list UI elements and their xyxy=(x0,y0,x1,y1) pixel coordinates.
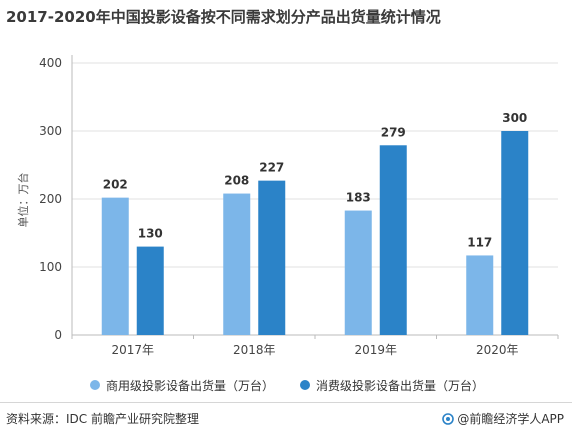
source-note: 资料来源：IDC 前瞻产业研究院整理 xyxy=(6,412,199,426)
legend-item-commercial: 商用级投影设备出货量（万台） xyxy=(90,377,274,393)
data-label: 117 xyxy=(467,235,492,249)
x-tick-label: 2019年 xyxy=(354,343,397,357)
legend-item-consumer: 消费级投影设备出货量（万台） xyxy=(300,377,484,393)
brand-logo-icon xyxy=(442,412,455,425)
y-tick-label: 0 xyxy=(54,328,62,342)
y-tick-label: 200 xyxy=(39,192,62,206)
bar-commercial xyxy=(101,197,129,335)
y-axis-title: 单位：万台 xyxy=(16,173,30,228)
bar-consumer xyxy=(136,246,164,335)
data-label: 279 xyxy=(381,125,406,139)
data-label: 183 xyxy=(346,191,371,205)
y-tick-label: 400 xyxy=(39,56,62,70)
bar-commercial xyxy=(223,193,251,335)
chart-title: 2017-2020年中国投影设备按不同需求划分产品出货量统计情况 xyxy=(6,8,441,26)
data-label: 130 xyxy=(138,227,163,241)
bar-commercial xyxy=(466,255,494,335)
data-label: 227 xyxy=(259,161,284,175)
bar-consumer xyxy=(501,131,529,335)
x-tick-label: 2020年 xyxy=(476,343,519,357)
legend-swatch-commercial xyxy=(90,380,100,390)
legend-label-consumer: 消费级投影设备出货量（万台） xyxy=(316,378,485,393)
bar-consumer xyxy=(258,180,286,335)
data-label: 202 xyxy=(103,178,128,192)
legend-label-commercial: 商用级投影设备出货量（万台） xyxy=(106,378,275,393)
x-tick-label: 2018年 xyxy=(233,343,276,357)
data-label: 300 xyxy=(502,111,527,125)
brand-label: @前瞻经济学人APP xyxy=(457,412,564,426)
legend-swatch-consumer xyxy=(300,380,310,390)
label-layer: 202 130 208 227 183 279 117 300 xyxy=(103,111,528,249)
bar-layer xyxy=(101,131,529,335)
y-tick-label: 100 xyxy=(39,260,62,274)
data-label: 208 xyxy=(224,174,249,188)
bar-consumer xyxy=(379,145,407,335)
footer-divider xyxy=(0,402,572,403)
x-tick-label: 2017年 xyxy=(111,343,154,357)
bar-commercial xyxy=(344,210,372,335)
brand-credit: @前瞻经济学人APP xyxy=(442,410,564,427)
y-tick-label: 300 xyxy=(39,124,62,138)
